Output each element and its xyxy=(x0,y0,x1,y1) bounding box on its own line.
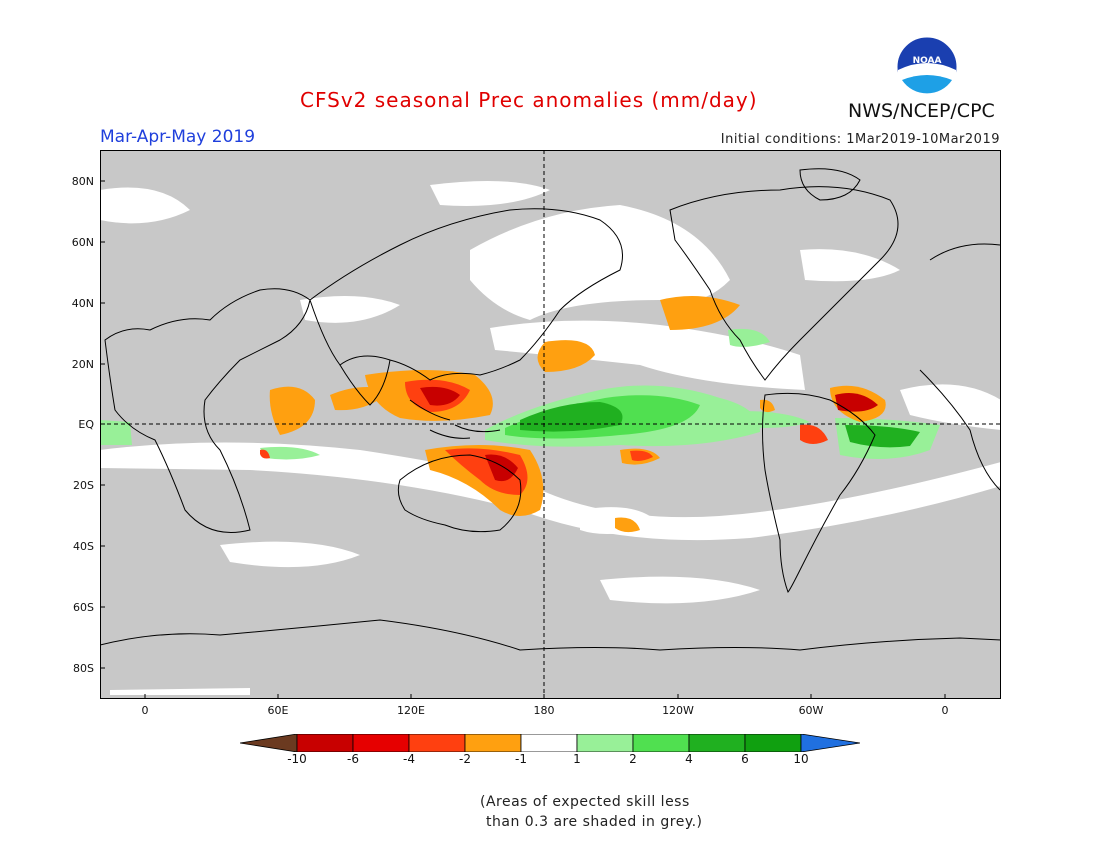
legend-label-10: 10 xyxy=(793,752,809,766)
legend-label-6: 6 xyxy=(741,752,749,766)
legend-label-2: 2 xyxy=(629,752,637,766)
lat-label-40n: 40N xyxy=(71,297,94,310)
lon-label-120w: 120W xyxy=(662,704,694,717)
legend-swatch-5 xyxy=(520,734,578,752)
legend-label-neg4: -4 xyxy=(403,752,415,766)
white-regions xyxy=(100,181,1001,695)
legend-swatch-2 xyxy=(352,734,410,752)
wet-anomalies xyxy=(100,328,940,460)
legend-label-neg1: -1 xyxy=(515,752,527,766)
legend-swatch-3 xyxy=(408,734,466,752)
lon-label-0-right: 0 xyxy=(941,704,949,717)
dry-anomalies xyxy=(260,296,886,533)
lon-label-120e: 120E xyxy=(397,704,425,717)
forecast-period: Mar-Apr-May 2019 xyxy=(100,127,256,147)
lat-label-60s: 60S xyxy=(73,601,94,614)
legend-label-neg6: -6 xyxy=(347,752,359,766)
noaa-logo-icon: NOAA xyxy=(896,36,958,98)
map-title: CFSv2 seasonal Prec anomalies (mm/day) xyxy=(300,88,758,112)
legend-label-4: 4 xyxy=(685,752,693,766)
legend-swatch-10 xyxy=(800,734,860,752)
legend-swatch-1 xyxy=(296,734,354,752)
lon-label-60w: 60W xyxy=(798,704,824,717)
precip-anomaly-map xyxy=(100,150,1001,699)
lon-label-60e: 60E xyxy=(267,704,289,717)
coastlines xyxy=(100,168,1001,651)
lat-label-eq: EQ xyxy=(78,418,94,431)
footnote-line-1: (Areas of expected skill less xyxy=(480,794,690,810)
ticks xyxy=(100,180,946,699)
logo-text: NOAA xyxy=(913,56,942,66)
legend-label-neg10: -10 xyxy=(287,752,307,766)
lon-label-0-left: 0 xyxy=(141,704,149,717)
legend-colorbar xyxy=(240,734,860,752)
lon-label-180: 180 xyxy=(533,704,555,717)
legend-swatch-0 xyxy=(240,734,298,752)
legend-label-1: 1 xyxy=(573,752,581,766)
legend-label-neg2: -2 xyxy=(459,752,471,766)
agency-label: NWS/NCEP/CPC xyxy=(848,100,995,122)
legend-swatch-8 xyxy=(688,734,746,752)
legend-swatch-7 xyxy=(632,734,690,752)
lat-label-60n: 60N xyxy=(71,236,94,249)
legend-swatch-4 xyxy=(464,734,522,752)
skill-footnote: (Areas of expected skill less than 0.3 a… xyxy=(480,792,703,832)
initial-conditions: Initial conditions: 1Mar2019-10Mar2019 xyxy=(720,132,1000,147)
footnote-line-2: than 0.3 are shaded in grey.) xyxy=(486,814,703,830)
lat-label-20s: 20S xyxy=(73,479,94,492)
lat-label-20n: 20N xyxy=(71,358,94,371)
legend-swatch-9 xyxy=(744,734,802,752)
lat-label-80s: 80S xyxy=(73,662,94,675)
lat-label-80n: 80N xyxy=(71,175,94,188)
lat-label-40s: 40S xyxy=(73,540,94,553)
legend-swatch-6 xyxy=(576,734,634,752)
